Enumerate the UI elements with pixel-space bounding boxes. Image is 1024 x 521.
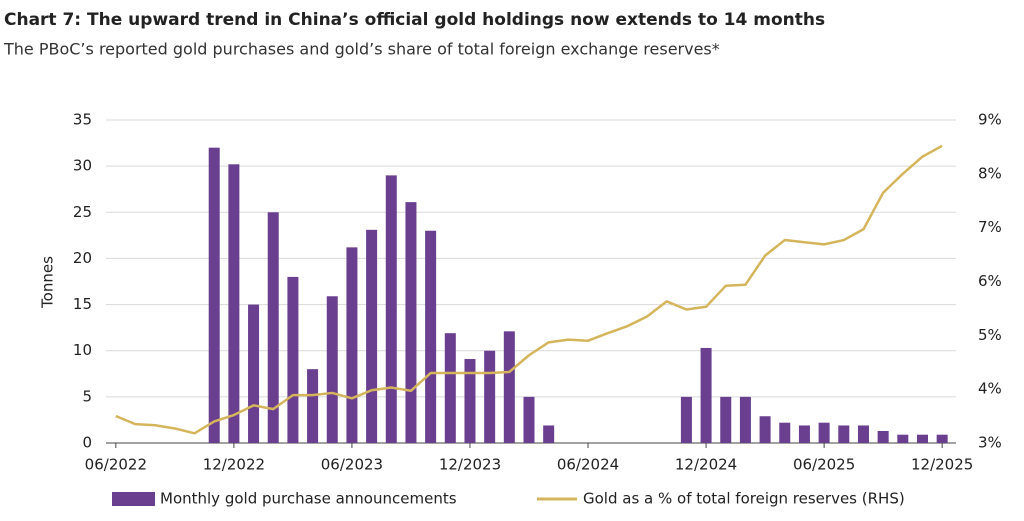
- bar: [346, 247, 358, 443]
- bar: [759, 416, 771, 443]
- bar: [543, 425, 555, 443]
- bar: [739, 396, 751, 443]
- bar: [326, 296, 338, 443]
- x-tick-label: 12/2022: [203, 456, 265, 474]
- chart-title: Chart 7: The upward trend in China’s off…: [4, 10, 825, 30]
- legend-label: Monthly gold purchase announcements: [160, 490, 457, 508]
- bar: [425, 230, 437, 443]
- y-tick-label: 30: [73, 157, 92, 175]
- y-tick-label: 35: [73, 111, 92, 129]
- x-tick-label: 12/2024: [675, 456, 737, 474]
- bar: [680, 396, 692, 443]
- y2-tick-label: 8%: [978, 164, 1002, 182]
- legend-swatch: [112, 492, 155, 506]
- y2-tick-label: 3%: [978, 434, 1002, 452]
- bar: [503, 331, 515, 443]
- y-axis-label: Tonnes: [39, 256, 57, 309]
- bar: [720, 396, 732, 443]
- x-tick-label: 06/2023: [321, 456, 383, 474]
- x-tick-label: 12/2025: [911, 456, 973, 474]
- bar: [818, 422, 830, 443]
- bar: [464, 359, 476, 443]
- bar: [877, 431, 889, 443]
- bar: [798, 425, 810, 443]
- bar: [484, 350, 496, 443]
- y2-tick-label: 6%: [978, 272, 1002, 290]
- x-tick-label: 06/2025: [793, 456, 855, 474]
- y2-tick-label: 4%: [978, 380, 1002, 398]
- bar: [916, 434, 928, 443]
- y2-tick-label: 9%: [978, 111, 1002, 129]
- bar: [208, 147, 220, 443]
- bar: [248, 304, 260, 443]
- bar: [366, 229, 378, 443]
- bar: [779, 422, 791, 443]
- chart-subtitle: The PBoC’s reported gold purchases and g…: [3, 40, 720, 59]
- x-tick-label: 12/2023: [439, 456, 501, 474]
- y2-tick-label: 5%: [978, 326, 1002, 344]
- bar: [405, 202, 417, 443]
- line: [115, 144, 943, 435]
- bar: [444, 333, 456, 443]
- bar: [700, 347, 712, 443]
- bar: [287, 276, 299, 443]
- y2-tick-label: 7%: [978, 218, 1002, 236]
- bar: [523, 396, 535, 443]
- y-tick-label: 15: [73, 295, 92, 313]
- bar: [838, 425, 850, 443]
- bar: [897, 434, 909, 443]
- legend-label: Gold as a % of total foreign reserves (R…: [583, 490, 905, 508]
- y-tick-label: 25: [73, 203, 92, 221]
- y-tick-label: 0: [82, 434, 92, 452]
- y-tick-label: 20: [73, 249, 92, 267]
- bar: [385, 175, 397, 443]
- bar: [857, 425, 869, 443]
- bar: [228, 164, 240, 443]
- bar: [267, 212, 279, 443]
- bar: [307, 369, 319, 443]
- x-tick-label: 06/2024: [557, 456, 619, 474]
- y-tick-label: 10: [73, 341, 92, 359]
- x-tick-label: 06/2022: [85, 456, 147, 474]
- bar: [936, 434, 948, 443]
- y-tick-label: 5: [82, 387, 92, 405]
